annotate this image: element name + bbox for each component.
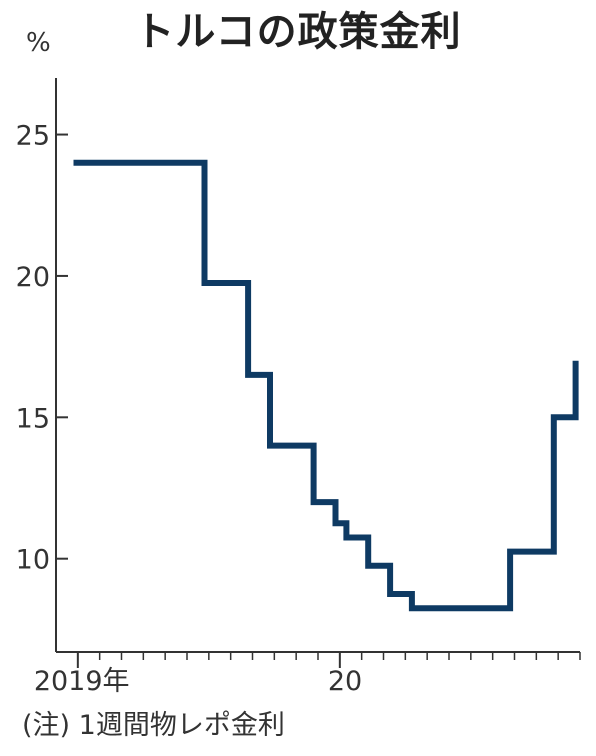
series-line-0 [73, 159, 579, 612]
y-tick-label: 25 [16, 121, 50, 152]
chart-title: トルコの政策金利 [134, 9, 462, 55]
x-ticks: 2019年 20 [34, 652, 581, 697]
x-tick-label: 2019年 [34, 666, 130, 697]
y-axis-unit-label: % [26, 28, 51, 58]
y-tick-label: 10 [16, 545, 50, 576]
series-layer [73, 159, 579, 612]
y-ticks: 25 20 15 10 [16, 121, 68, 576]
chart-note: (注) 1週間物レポ金利 [22, 710, 285, 741]
y-tick-label: 20 [16, 262, 50, 293]
y-tick-label: 15 [16, 403, 50, 434]
x-tick-label: 20 [328, 666, 362, 697]
